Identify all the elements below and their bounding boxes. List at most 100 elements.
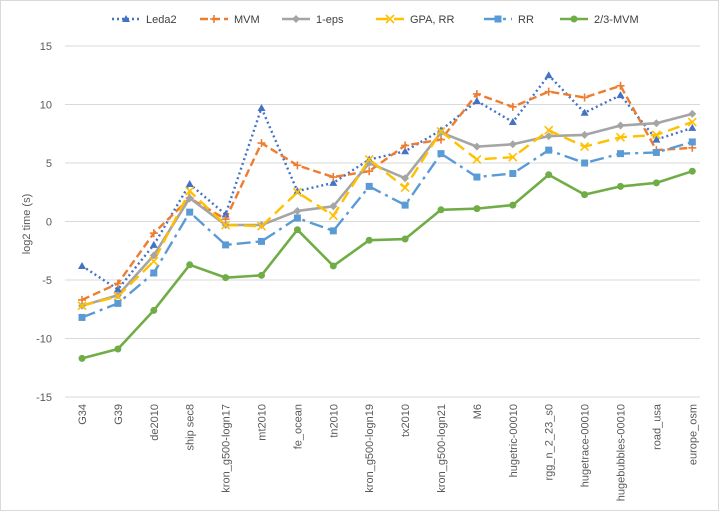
data-point-gpa-rr bbox=[221, 220, 231, 230]
legend-item-mvm: MVM bbox=[200, 14, 260, 26]
data-point-gpa-rr bbox=[687, 117, 697, 127]
data-point-mvm bbox=[616, 81, 625, 90]
data-point-2-3-mvm bbox=[581, 191, 589, 199]
data-point-2-3-mvm bbox=[329, 262, 337, 270]
y-tick-label: 5 bbox=[46, 158, 52, 170]
data-point-2-3-mvm bbox=[186, 261, 194, 269]
legend-item-leda2: Leda2 bbox=[112, 14, 177, 26]
data-point-1-eps bbox=[149, 251, 158, 260]
data-point-1-eps bbox=[544, 132, 553, 141]
data-point-rr bbox=[473, 173, 481, 181]
data-point-2-3-mvm bbox=[545, 171, 553, 179]
data-point-leda2 bbox=[221, 210, 230, 218]
x-tick-label: europe_osm bbox=[687, 404, 699, 465]
data-point-mvm bbox=[472, 89, 481, 98]
series-line-1-eps bbox=[81, 112, 693, 307]
data-point-1-eps bbox=[185, 194, 194, 203]
data-point-rr bbox=[365, 182, 373, 190]
data-point-leda2 bbox=[580, 108, 589, 116]
data-point-rr bbox=[293, 214, 301, 222]
y-axis-label: log2 time (s) bbox=[21, 194, 33, 255]
legend-label: MVM bbox=[234, 14, 260, 26]
data-point-leda2 bbox=[257, 104, 266, 112]
data-point-2-3-mvm bbox=[150, 306, 158, 314]
data-point-leda2 bbox=[329, 178, 338, 186]
data-point-gpa-rr bbox=[508, 152, 518, 162]
x-tick-label: hugetric-00010 bbox=[508, 404, 520, 477]
data-point-gpa-rr bbox=[615, 132, 626, 142]
x-tick-label: road_usa bbox=[651, 403, 663, 450]
data-point-mvm bbox=[544, 87, 553, 96]
data-point-gpa-rr bbox=[77, 301, 87, 311]
data-point-mvm bbox=[113, 279, 122, 288]
data-point-mvm bbox=[580, 93, 589, 102]
data-point-mvm bbox=[508, 102, 517, 111]
data-point-leda2 bbox=[293, 187, 302, 195]
data-point-1-eps bbox=[437, 128, 445, 137]
legend-label: GPA, RR bbox=[410, 14, 454, 26]
series-line-mvm bbox=[81, 84, 693, 301]
data-point-leda2 bbox=[688, 123, 697, 131]
data-point-1-eps bbox=[508, 140, 517, 149]
x-tick-label: fe_ocean bbox=[292, 404, 304, 449]
legend-label: 2/3-MVM bbox=[594, 14, 639, 26]
data-point-gpa-rr bbox=[651, 130, 661, 140]
legend-marker bbox=[494, 15, 502, 23]
data-point-2-3-mvm bbox=[688, 167, 696, 175]
data-point-rr bbox=[437, 150, 445, 158]
legend-marker bbox=[210, 15, 218, 23]
data-point-rr bbox=[186, 208, 194, 216]
legend-item-rr: RR bbox=[484, 14, 534, 26]
data-point-mvm bbox=[293, 161, 302, 170]
data-point-rr bbox=[652, 148, 660, 156]
data-point-gpa-rr bbox=[256, 221, 267, 231]
legend-marker bbox=[570, 15, 578, 23]
data-point-2-3-mvm bbox=[437, 206, 445, 214]
x-tick-label: G34 bbox=[77, 404, 89, 425]
data-point-mvm bbox=[149, 229, 158, 238]
data-point-1-eps bbox=[329, 202, 338, 211]
data-point-1-eps bbox=[616, 121, 625, 130]
data-point-gpa-rr bbox=[436, 126, 446, 136]
data-point-1-eps bbox=[652, 119, 661, 128]
legend-marker bbox=[385, 14, 395, 24]
x-tick-label: rgg_n_2_23_s0 bbox=[544, 404, 556, 480]
data-point-rr bbox=[114, 299, 122, 307]
legend-marker bbox=[122, 15, 130, 22]
data-point-leda2 bbox=[149, 240, 158, 248]
data-point-gpa-rr bbox=[472, 154, 482, 165]
data-point-2-3-mvm bbox=[473, 205, 481, 213]
data-point-1-eps bbox=[472, 142, 481, 151]
x-tick-label: de2010 bbox=[149, 404, 161, 441]
data-point-rr bbox=[329, 227, 337, 235]
data-point-2-3-mvm bbox=[365, 236, 373, 244]
x-tick-label: kron_g500-logn19 bbox=[364, 404, 376, 493]
legend-label: RR bbox=[518, 14, 534, 26]
data-point-gpa-rr bbox=[328, 211, 338, 221]
data-point-leda2 bbox=[401, 147, 410, 155]
series-line-2-3-mvm bbox=[81, 169, 693, 360]
data-point-gpa-rr bbox=[292, 187, 302, 197]
series-lines bbox=[81, 74, 693, 360]
data-point-1-eps bbox=[688, 109, 697, 118]
data-point-2-3-mvm bbox=[652, 179, 660, 187]
data-point-mvm bbox=[257, 139, 266, 148]
y-axis-tick-labels: -15 -10 -5 0 5 10 15 bbox=[36, 41, 52, 404]
x-tick-label: G39 bbox=[113, 404, 125, 425]
data-point-mvm bbox=[329, 173, 338, 182]
x-tick-label: tn2010 bbox=[328, 404, 340, 438]
y-tick-label: -15 bbox=[36, 392, 52, 404]
x-tick-label: kron_g500-logn21 bbox=[436, 404, 448, 493]
data-point-2-3-mvm bbox=[401, 235, 409, 243]
data-point-rr bbox=[222, 241, 230, 249]
y-tick-label: 15 bbox=[40, 41, 52, 53]
data-point-2-3-mvm bbox=[78, 354, 86, 362]
data-point-leda2 bbox=[652, 135, 661, 143]
data-point-rr bbox=[545, 146, 553, 154]
series-line-gpa-rr bbox=[81, 120, 693, 307]
data-point-2-3-mvm bbox=[222, 274, 230, 282]
data-point-rr bbox=[150, 269, 158, 277]
data-point-gpa-rr bbox=[580, 142, 590, 152]
legend-label: Leda2 bbox=[146, 14, 177, 26]
